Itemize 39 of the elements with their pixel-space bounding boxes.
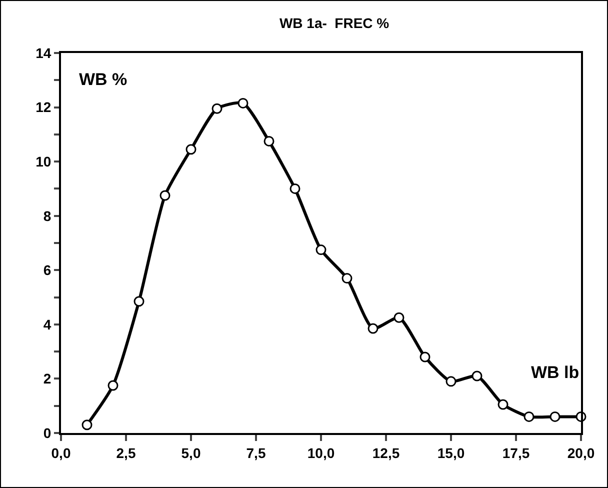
point [472, 370, 482, 382]
annotation: WB lb [531, 363, 580, 382]
y-tick-label: 8 [43, 208, 52, 224]
point [316, 244, 326, 256]
point [82, 420, 92, 430]
x-tick-label: 7,5 [246, 444, 266, 461]
y-tick-label: 12 [36, 99, 52, 116]
x-tick-label: 15,0 [437, 444, 465, 461]
point [264, 136, 274, 146]
point [550, 411, 560, 422]
point [524, 411, 534, 422]
point [498, 399, 508, 410]
point [160, 190, 170, 201]
x-tick-label: 2,5 [116, 444, 136, 461]
x-tick-label: 20,0 [567, 444, 595, 461]
point [134, 296, 144, 307]
point [368, 323, 378, 334]
annotation: WB % [79, 70, 128, 89]
point [238, 98, 248, 108]
x-tick-label: 10,0 [307, 444, 335, 461]
point [290, 183, 300, 194]
y-tick-label: 2 [43, 370, 52, 387]
x-tick-label: 0,0 [51, 444, 71, 461]
chart-title: WB 1a- FREC % [279, 14, 390, 31]
y-tick-label: 6 [43, 262, 52, 278]
y-tick-label: 10 [36, 153, 52, 170]
point [342, 273, 352, 284]
point [420, 352, 430, 362]
x-tick-label: 12,5 [372, 444, 400, 461]
point [446, 376, 456, 387]
x-tick-label: 5,0 [181, 444, 201, 461]
point [108, 380, 118, 391]
point [394, 312, 404, 323]
y-tick-label: 4 [43, 316, 52, 332]
point [186, 144, 196, 155]
y-tick-label: 0 [43, 424, 52, 441]
point [212, 103, 222, 114]
x-tick-label: 17,5 [502, 444, 530, 461]
y-tick-label: 14 [36, 44, 52, 61]
